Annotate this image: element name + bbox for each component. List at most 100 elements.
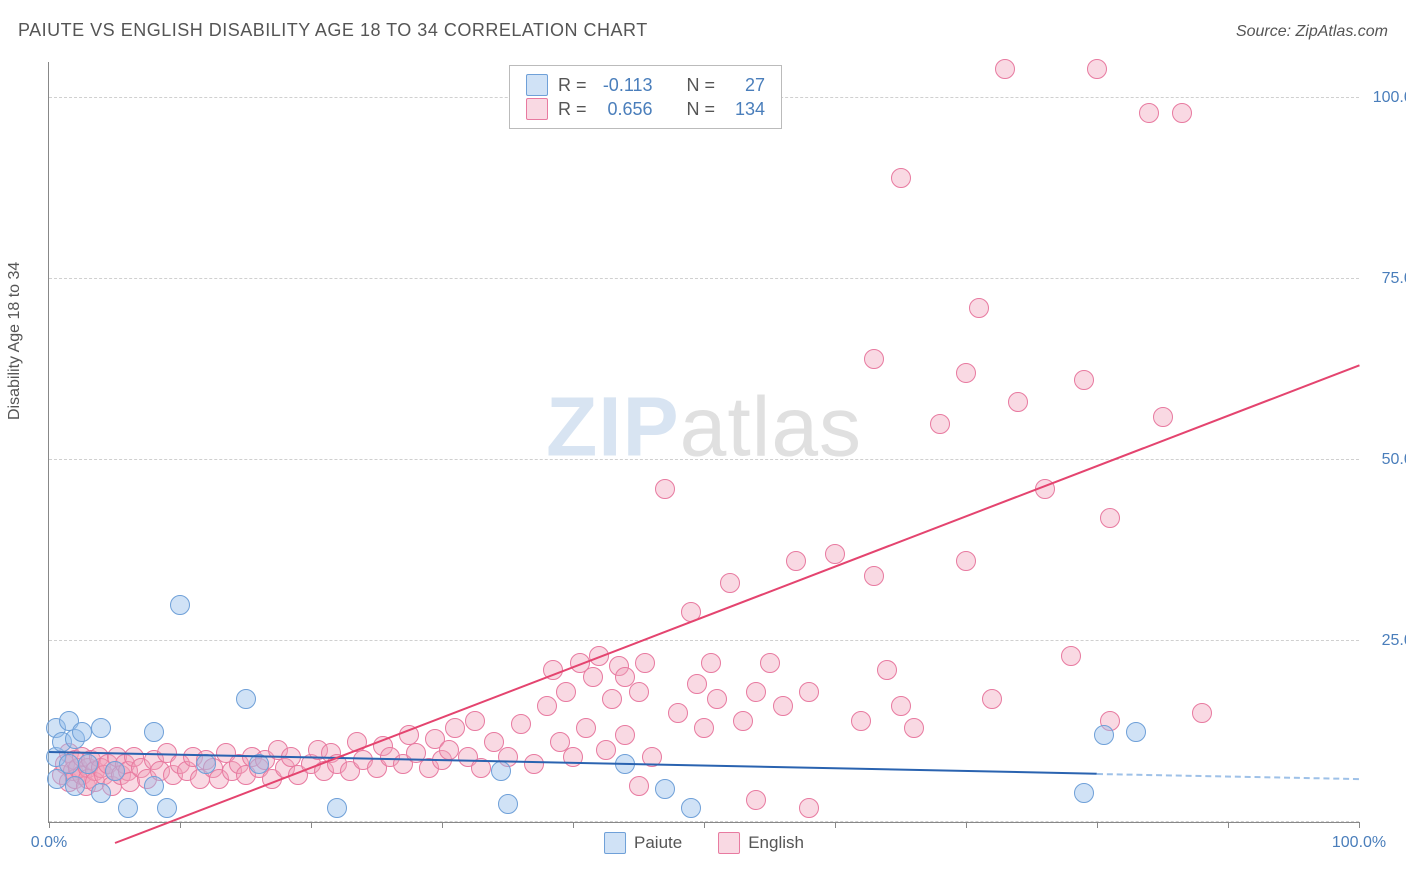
data-point: [773, 696, 793, 716]
legend-row: R =-0.113N =27: [526, 74, 765, 96]
data-point: [799, 798, 819, 818]
legend-label: Paiute: [634, 833, 682, 853]
x-tick: [1359, 822, 1360, 828]
data-point: [1008, 392, 1028, 412]
x-tick: [442, 822, 443, 828]
data-point: [1100, 508, 1120, 528]
watermark: ZIPatlas: [546, 378, 862, 475]
data-point: [615, 725, 635, 745]
data-point: [445, 718, 465, 738]
x-tick-label: 100.0%: [1332, 834, 1386, 852]
data-point: [1061, 646, 1081, 666]
legend-item: Paiute: [604, 832, 682, 854]
data-point: [1074, 783, 1094, 803]
data-point: [465, 711, 485, 731]
data-point: [78, 754, 98, 774]
data-point: [144, 722, 164, 742]
legend-item: English: [718, 832, 804, 854]
data-point: [439, 740, 459, 760]
data-point: [701, 653, 721, 673]
data-point: [681, 798, 701, 818]
x-tick: [1097, 822, 1098, 828]
data-point: [864, 566, 884, 586]
data-point: [1087, 59, 1107, 79]
data-point: [1126, 722, 1146, 742]
series-legend: Paiute English: [604, 832, 804, 854]
data-point: [746, 682, 766, 702]
x-tick: [835, 822, 836, 828]
data-point: [602, 689, 622, 709]
x-tick: [180, 822, 181, 828]
data-point: [799, 682, 819, 702]
data-point: [982, 689, 1002, 709]
legend-swatch: [526, 98, 548, 120]
scatter-plot: ZIPatlas 25.0%50.0%75.0%100.0%0.0%100.0%…: [48, 62, 1359, 823]
x-tick: [966, 822, 967, 828]
data-point: [196, 754, 216, 774]
data-point: [65, 776, 85, 796]
data-point: [91, 783, 111, 803]
gridline: [49, 459, 1359, 460]
gridline: [49, 640, 1359, 641]
data-point: [144, 776, 164, 796]
data-point: [583, 667, 603, 687]
data-point: [864, 349, 884, 369]
legend-swatch: [718, 832, 740, 854]
data-point: [556, 682, 576, 702]
y-tick-label: 100.0%: [1367, 89, 1406, 107]
regression-line: [114, 364, 1359, 844]
legend-row: R =0.656N =134: [526, 98, 765, 120]
data-point: [956, 363, 976, 383]
y-axis-label: Disability Age 18 to 34: [6, 262, 24, 420]
data-point: [596, 740, 616, 760]
data-point: [635, 653, 655, 673]
data-point: [930, 414, 950, 434]
legend-label: English: [748, 833, 804, 853]
data-point: [1139, 103, 1159, 123]
chart-title: PAIUTE VS ENGLISH DISABILITY AGE 18 TO 3…: [18, 20, 648, 41]
data-point: [537, 696, 557, 716]
data-point: [687, 674, 707, 694]
x-tick: [1228, 822, 1229, 828]
data-point: [327, 798, 347, 818]
data-point: [694, 718, 714, 738]
data-point: [969, 298, 989, 318]
data-point: [498, 794, 518, 814]
y-tick-label: 50.0%: [1367, 451, 1406, 469]
data-point: [170, 595, 190, 615]
data-point: [1153, 407, 1173, 427]
x-tick-label: 0.0%: [31, 834, 67, 852]
y-tick-label: 25.0%: [1367, 632, 1406, 650]
data-point: [91, 718, 111, 738]
data-point: [157, 798, 177, 818]
data-point: [877, 660, 897, 680]
data-point: [891, 168, 911, 188]
data-point: [59, 754, 79, 774]
data-point: [668, 703, 688, 723]
data-point: [891, 696, 911, 716]
data-point: [1094, 725, 1114, 745]
data-point: [1192, 703, 1212, 723]
data-point: [1172, 103, 1192, 123]
legend-swatch: [526, 74, 548, 96]
data-point: [72, 722, 92, 742]
data-point: [524, 754, 544, 774]
data-point: [720, 573, 740, 593]
data-point: [1074, 370, 1094, 390]
data-point: [733, 711, 753, 731]
data-point: [825, 544, 845, 564]
data-point: [629, 682, 649, 702]
data-point: [105, 761, 125, 781]
x-tick: [573, 822, 574, 828]
regression-line: [1097, 773, 1359, 780]
data-point: [576, 718, 596, 738]
data-point: [904, 718, 924, 738]
gridline: [49, 278, 1359, 279]
data-point: [707, 689, 727, 709]
legend-swatch: [604, 832, 626, 854]
data-point: [786, 551, 806, 571]
data-point: [511, 714, 531, 734]
data-point: [118, 798, 138, 818]
data-point: [655, 479, 675, 499]
x-tick: [311, 822, 312, 828]
